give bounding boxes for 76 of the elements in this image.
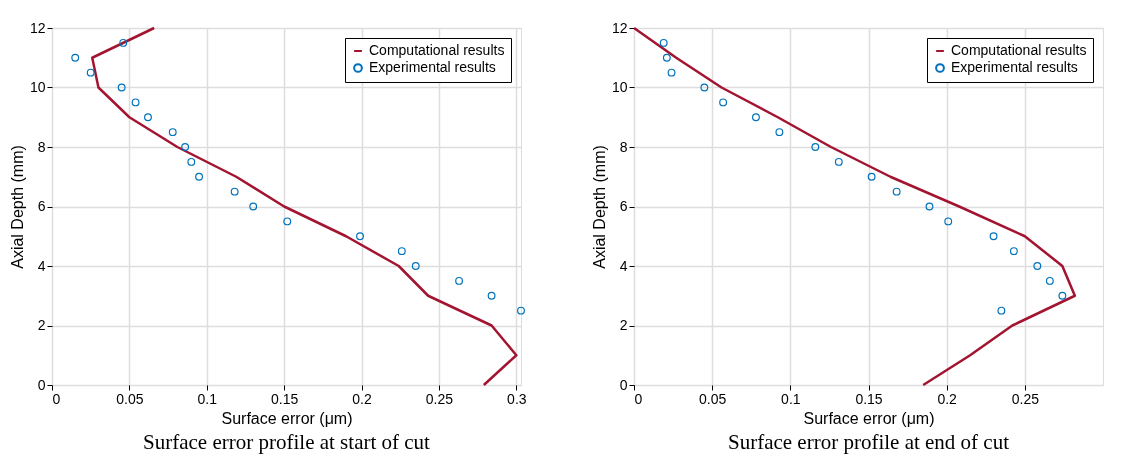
point [119,38,128,47]
point [989,232,998,241]
point [867,172,876,181]
point [662,53,671,62]
x-tick-label: 0.3 [507,390,527,407]
point [181,143,190,151]
x-axis-title: Surface error (μm) [803,409,935,427]
point [1033,262,1042,270]
y-tick-label: 2 [37,317,46,333]
point [455,276,464,285]
legend-label: Computational results [369,42,505,58]
point [667,68,676,77]
point [1009,247,1018,256]
x-tick-label: 0.25 [425,390,454,407]
point [925,202,934,211]
point [659,38,668,47]
x-tick-label: 0.05 [699,390,727,407]
point [487,291,496,300]
x-tick-label: 0.2 [352,390,373,407]
point [1045,276,1054,285]
y-tick-label: 6 [37,198,46,214]
point [187,157,196,166]
legend-label: Experimental results [951,59,1078,75]
point [195,172,203,181]
y-tick-label: 8 [37,138,46,155]
y-tick-label: 2 [619,317,628,333]
point [719,98,728,107]
point [411,262,420,270]
y-tick-label: 4 [37,257,46,274]
y-tick-label: 8 [619,138,628,155]
x-tick-label: 0.25 [1011,390,1040,407]
point [775,128,784,137]
x-tick-label: 0 [52,390,61,407]
point [892,187,901,196]
point [131,98,140,107]
point [397,247,406,256]
text: Surface error profile at end of cut [727,430,1010,454]
y-tick-label: 4 [619,257,628,274]
y-tick-label: 6 [619,198,628,214]
y-tick-label: 10 [29,79,46,95]
point [230,187,239,196]
point [86,68,95,77]
y-tick-label: 12 [611,19,628,36]
x-tick-label: 0.05 [116,390,144,407]
y-tick-label: 10 [611,79,628,95]
point [249,202,258,211]
text: Surface error profile at start of cut [143,430,431,454]
y-tick-label: 12 [29,19,46,36]
point [997,306,1006,315]
legend-label: Computational results [951,42,1087,58]
point [283,217,292,226]
point [168,128,177,137]
point [811,143,820,151]
point [1058,291,1067,300]
point [356,232,364,241]
point [144,113,152,122]
x-tick-label: 0.1 [781,390,801,407]
x-tick-label: 0.2 [937,390,958,407]
point [944,217,953,226]
point [71,53,80,62]
x-tick-label: 0 [634,390,643,407]
legend-label: Experimental results [369,59,496,75]
point [517,306,525,315]
y-axis-title: Axial Depth (mm) [8,145,26,269]
x-axis-title: Surface error (μm) [221,409,353,427]
y-tick-label: 0 [37,376,46,393]
point [751,113,760,122]
line-series [90,26,518,387]
point [700,83,709,92]
y-axis-title: Axial Depth (mm) [590,145,608,269]
x-tick-label: 0.15 [271,390,299,407]
point [834,157,843,166]
y-tick-label: 0 [619,376,628,393]
x-tick-label: 0.15 [855,390,883,407]
x-tick-label: 0.1 [197,390,218,407]
point [117,83,126,92]
